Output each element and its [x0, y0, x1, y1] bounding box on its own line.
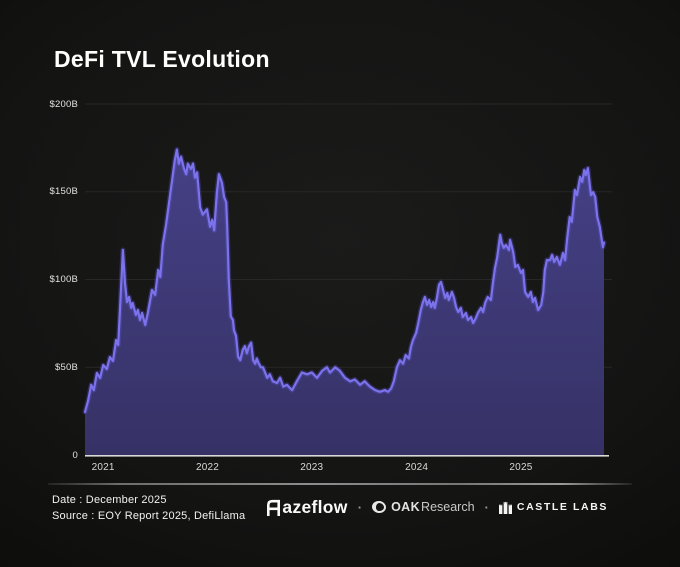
castle-labs-logo: CASTLE LABS: [498, 501, 608, 514]
brand-logos: azeflow · OAKResearch · CASTLE LABS: [266, 496, 608, 518]
y-tick-label: 0: [72, 449, 78, 461]
oak-research-logo: OAKResearch: [371, 500, 475, 514]
footer-divider: [48, 483, 632, 485]
x-tick-label: 2024: [405, 462, 429, 473]
tvl-area-fill: [85, 149, 604, 455]
x-tick-label: 2021: [91, 462, 115, 473]
page-title: DeFi TVL Evolution: [54, 46, 270, 72]
hazeflow-label: azeflow: [282, 496, 348, 517]
castle-icon: [498, 501, 512, 514]
x-tick-label: 2022: [195, 462, 219, 473]
source-label: Source : EOY Report 2025, DefiLlama: [52, 510, 246, 522]
castle-labs-label: CASTLE LABS: [516, 501, 608, 513]
tvl-line: [83, 148, 606, 414]
brand-separator: ·: [357, 499, 363, 515]
footer-meta: Date : December 2025 Source : EOY Report…: [52, 492, 245, 524]
x-tick-label: 2025: [509, 462, 533, 473]
y-tick-label: $150B: [49, 186, 78, 198]
x-axis-baseline: [85, 455, 609, 457]
y-tick-label: $200B: [49, 98, 78, 110]
oak-rest: Research: [421, 500, 475, 514]
y-tick-label: $100B: [49, 274, 78, 285]
x-tick-label: 2023: [300, 462, 324, 473]
date-label: Date : December 2025: [52, 494, 167, 506]
hazeflow-logo: azeflow: [266, 497, 347, 518]
brand-separator: ·: [484, 499, 489, 515]
oak-name: OAK: [391, 500, 421, 514]
y-tick-label: $50B: [55, 361, 78, 373]
oak-ring-icon: [371, 500, 387, 514]
hazeflow-h-icon: [267, 499, 281, 516]
